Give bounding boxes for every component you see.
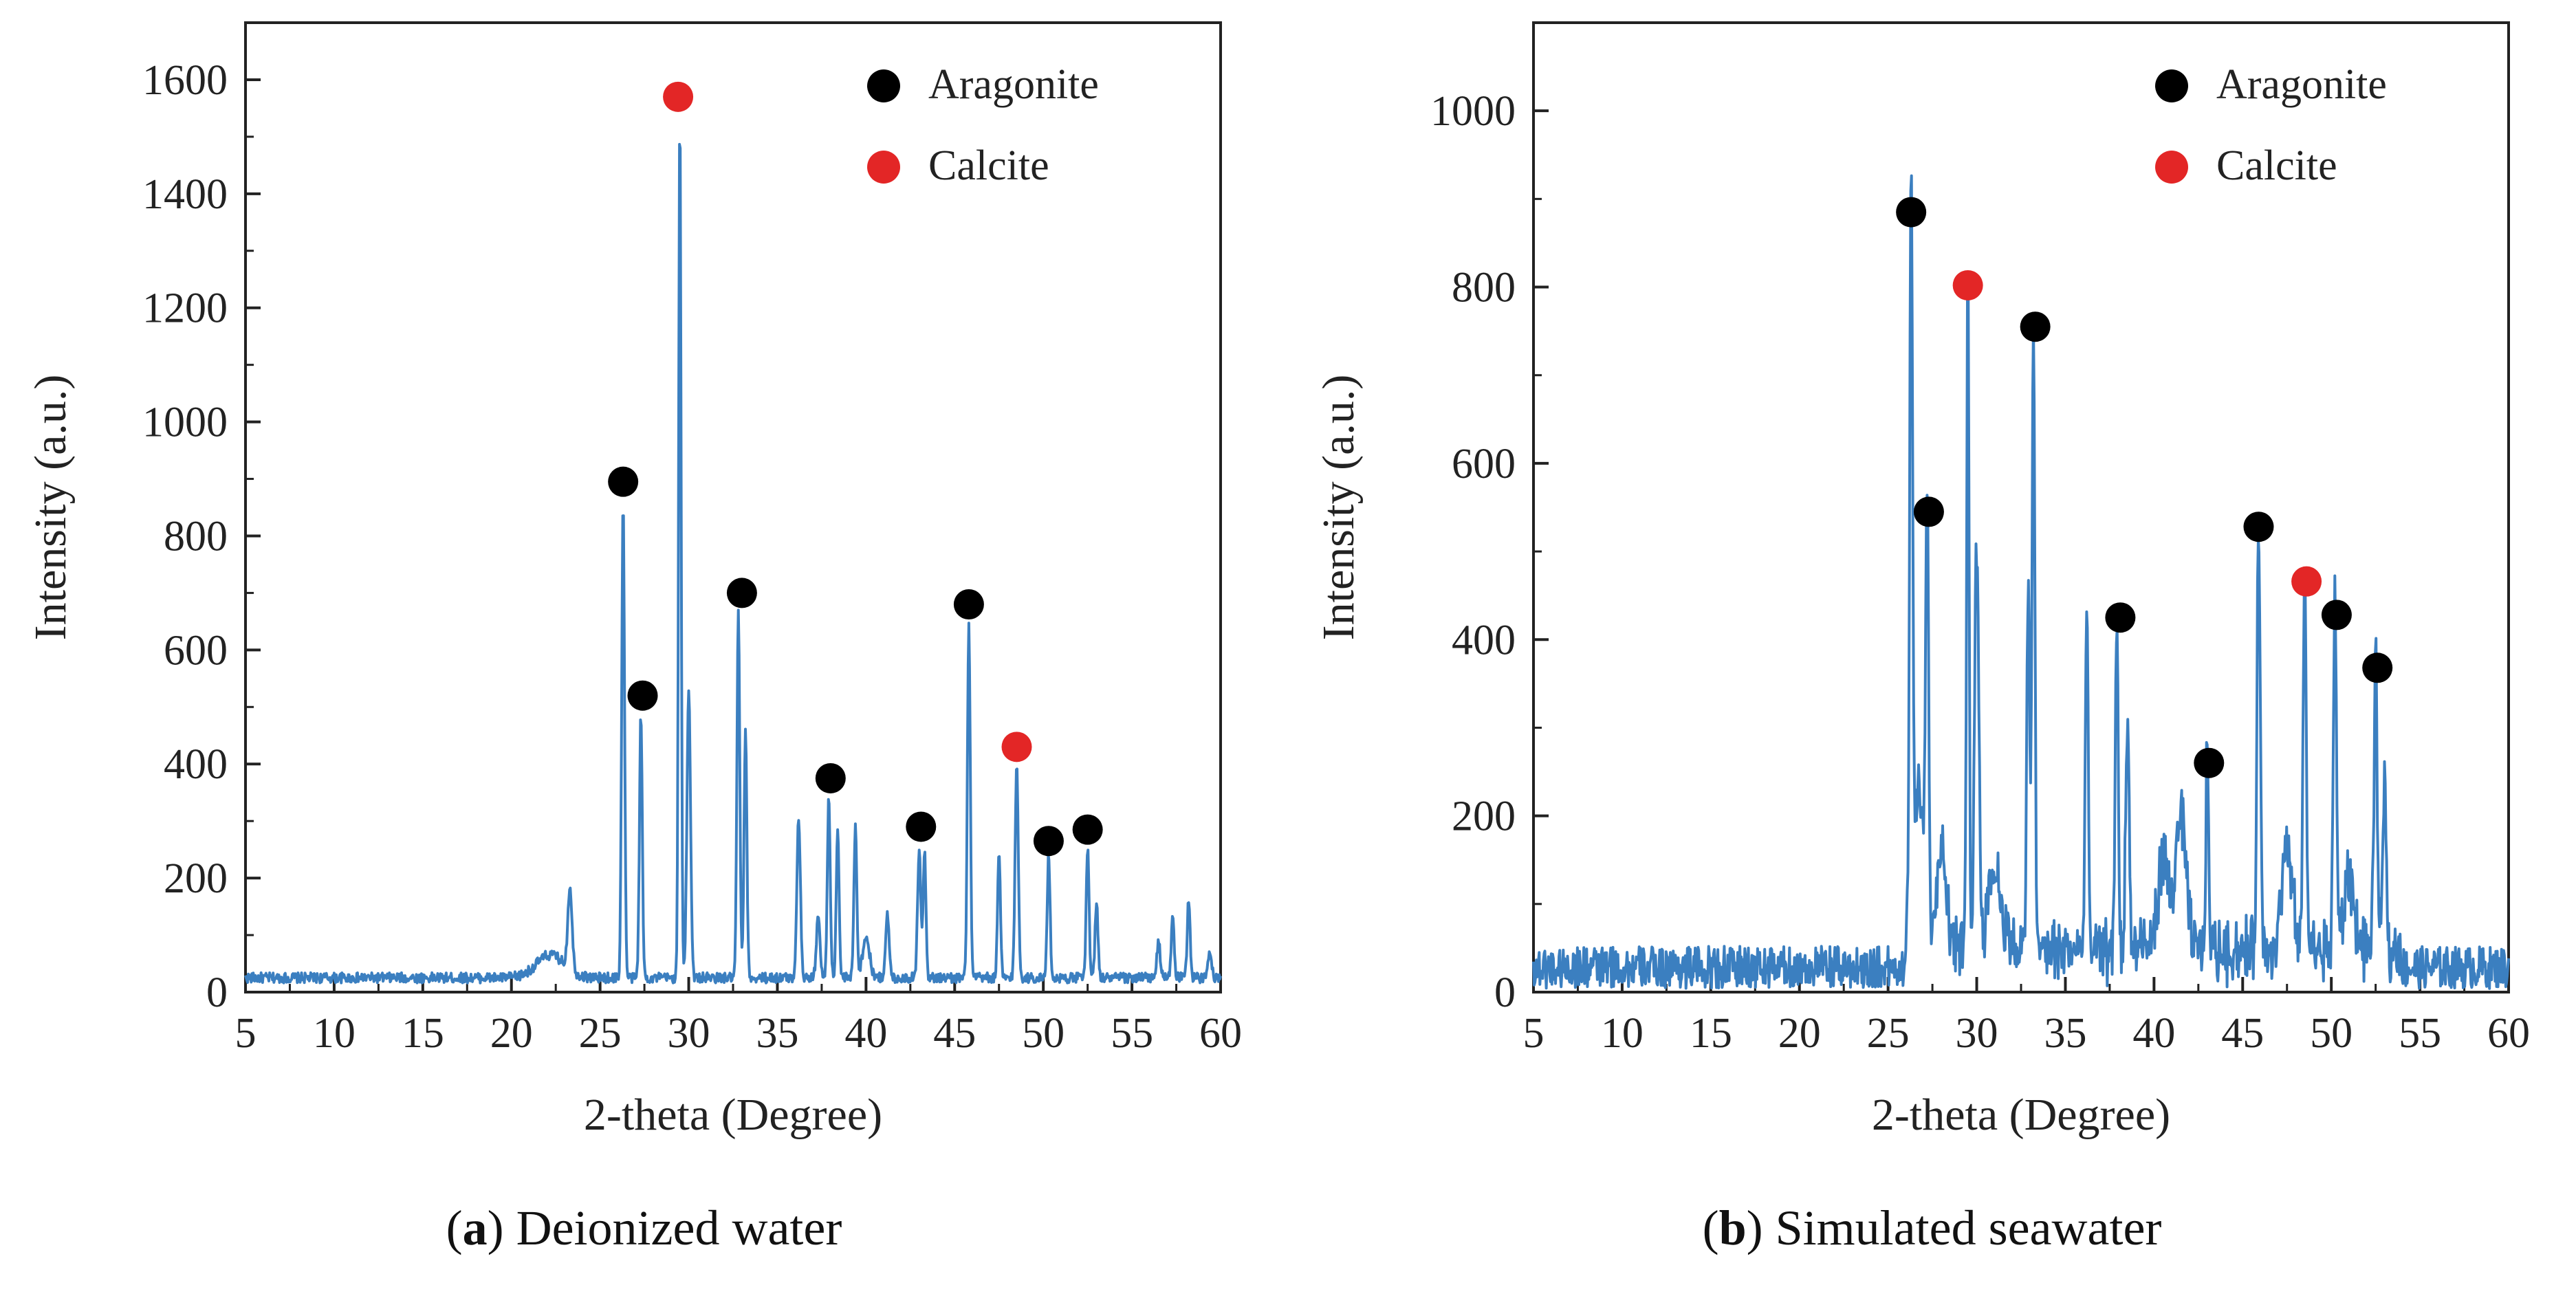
y-tick-label: 0 (1494, 969, 1516, 1016)
x-tick-label: 20 (1778, 1010, 1821, 1057)
x-tick-label: 50 (2310, 1010, 2353, 1057)
x-tick-label: 25 (1867, 1010, 1910, 1057)
y-axis-label: Intensity (a.u.) (1313, 375, 1364, 641)
y-axis-label: Intensity (a.u.) (25, 375, 76, 641)
y-tick-label: 800 (1452, 265, 1516, 311)
caption-letter-b: b (1718, 1200, 1747, 1255)
y-tick-label: 1400 (142, 171, 228, 218)
legend-label-aragonite: Aragonite (928, 61, 1099, 108)
y-tick-label: 800 (164, 513, 228, 560)
x-tick-label: 15 (402, 1010, 444, 1057)
legend-label-aragonite: Aragonite (2216, 61, 2387, 108)
caption-text-b: Simulated seawater (1775, 1200, 2162, 1255)
x-tick-label: 35 (756, 1010, 798, 1057)
aragonite-marker (2105, 602, 2136, 633)
x-tick-label: 30 (1956, 1010, 1998, 1057)
x-tick-label: 60 (1199, 1010, 1242, 1057)
x-tick-label: 25 (579, 1010, 622, 1057)
x-tick-label: 5 (235, 1010, 256, 1057)
x-tick-label: 55 (2399, 1010, 2441, 1057)
aragonite-marker (1072, 814, 1103, 845)
legend-marker-calcite (2155, 151, 2188, 184)
plot-frame (244, 21, 1222, 993)
aragonite-marker (2020, 311, 2051, 342)
x-tick-label: 40 (2132, 1010, 2175, 1057)
x-tick-label: 45 (933, 1010, 976, 1057)
x-tick-label: 50 (1022, 1010, 1065, 1057)
legend-label-calcite: Calcite (928, 142, 1049, 189)
aragonite-marker (2321, 600, 2352, 630)
caption-panel-b: (b) Simulated seawater (1702, 1200, 2162, 1255)
y-tick-label: 400 (1452, 617, 1516, 663)
x-tick-label: 40 (844, 1010, 887, 1057)
aragonite-marker (953, 589, 984, 619)
plot-frame (1532, 21, 2510, 993)
y-tick-label: 1000 (142, 399, 228, 446)
calcite-marker (663, 81, 694, 112)
aragonite-marker (906, 811, 937, 842)
aragonite-marker (726, 578, 757, 608)
aragonite-marker (2362, 652, 2393, 683)
x-tick-label: 20 (490, 1010, 533, 1057)
x-axis-label: 2-theta (Degree) (584, 1090, 882, 1140)
caption-letter-a: a (462, 1200, 488, 1255)
legend-label-calcite: Calcite (2216, 142, 2337, 189)
caption-panel-a: (a) Deionized water (446, 1200, 842, 1255)
chart-panel-a: 5 10 15 20 25 30 35 40 45 50 55 6002004006008001000… (25, 21, 1242, 1140)
legend-marker-aragonite (867, 69, 900, 102)
y-tick-label: 200 (1452, 793, 1516, 840)
xrd-series-line (1532, 174, 2510, 990)
y-tick-label: 600 (1452, 441, 1516, 487)
calcite-marker (1952, 270, 1983, 300)
y-tick-label: 0 (206, 969, 228, 1016)
chart-panel-b: 5 10 15 20 25 30 35 40 45 50 55 6002004006008001000… (1313, 21, 2530, 1140)
x-axis-label: 2-theta (Degree) (1872, 1090, 2170, 1140)
legend-marker-calcite (867, 151, 900, 184)
y-tick-label: 400 (164, 741, 228, 788)
aragonite-marker (1033, 826, 1064, 857)
aragonite-marker (627, 680, 658, 711)
calcite-marker (2291, 566, 2322, 597)
x-tick-label: 45 (2221, 1010, 2264, 1057)
x-tick-label: 60 (2487, 1010, 2530, 1057)
aragonite-marker (608, 466, 639, 497)
x-tick-label: 5 (1523, 1010, 1544, 1057)
y-tick-label: 200 (164, 855, 228, 902)
aragonite-marker (2194, 747, 2225, 778)
calcite-marker (1001, 732, 1032, 762)
x-tick-label: 10 (313, 1010, 356, 1057)
x-tick-label: 30 (668, 1010, 710, 1057)
y-tick-label: 1200 (142, 285, 228, 332)
aragonite-marker (815, 762, 846, 793)
x-tick-label: 10 (1601, 1010, 1644, 1057)
x-tick-label: 15 (1690, 1010, 1732, 1057)
x-tick-label: 35 (2044, 1010, 2086, 1057)
y-tick-label: 600 (164, 627, 228, 674)
y-tick-label: 1000 (1430, 88, 1516, 135)
legend-marker-aragonite (2155, 69, 2188, 102)
xrd-series-line (244, 142, 1222, 985)
aragonite-marker (1913, 496, 1944, 527)
y-tick-label: 1600 (142, 57, 228, 104)
aragonite-marker (1896, 197, 1927, 228)
aragonite-marker (2243, 512, 2274, 542)
x-tick-label: 55 (1111, 1010, 1153, 1057)
caption-text-a: Deionized water (516, 1200, 842, 1255)
